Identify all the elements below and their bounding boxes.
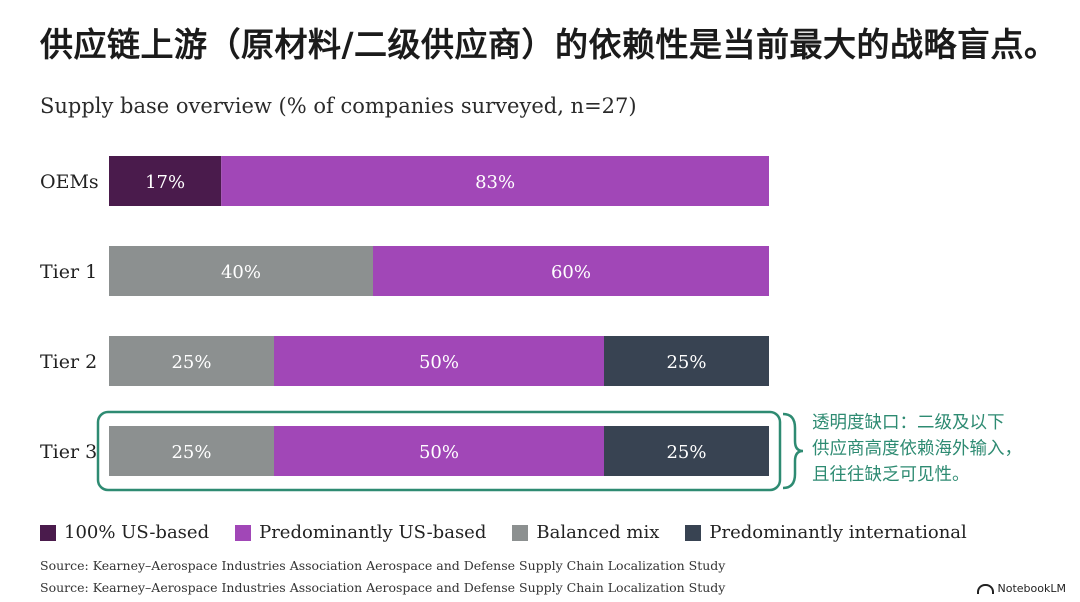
bar-segment xyxy=(221,156,769,206)
bar-segment xyxy=(373,246,769,296)
data-label: 50% xyxy=(419,352,459,373)
source-note: Source: Kearney–Aerospace Industries Ass… xyxy=(40,558,726,573)
legend-swatch xyxy=(512,524,529,541)
bar-segment xyxy=(274,426,604,476)
bar-segment xyxy=(109,336,274,386)
brand-mark: NotebookLM xyxy=(976,582,1066,595)
source-note: Source: Kearney–Aerospace Industries Ass… xyxy=(40,580,726,595)
data-label: 83% xyxy=(475,172,515,193)
callout-line: 透明度缺口：二级及以下 xyxy=(812,413,1005,433)
callout-note: 透明度缺口：二级及以下 供应商高度依赖海外输入， 且往往缺乏可见性。 xyxy=(812,410,1072,488)
legend-item-balanced: Balanced mix xyxy=(512,522,659,543)
data-label: 17% xyxy=(145,172,185,193)
bar-segment xyxy=(109,156,222,206)
bar-segment xyxy=(604,426,769,476)
category-label: Tier 2 xyxy=(40,351,97,373)
legend-swatch xyxy=(235,524,252,541)
data-label: 60% xyxy=(551,262,591,283)
chart-subtitle: Supply base overview (% of companies sur… xyxy=(40,94,637,118)
data-label: 40% xyxy=(221,262,261,283)
notebooklm-icon xyxy=(976,583,994,594)
bar-segment xyxy=(274,336,604,386)
legend-item-us-based: 100% US-based xyxy=(40,522,209,543)
legend-item-predominantly-us: Predominantly US-based xyxy=(235,522,486,543)
page-title: 供应链上游（原材料/二级供应商）的依赖性是当前最大的战略盲点。 xyxy=(40,25,1058,64)
legend-label: Predominantly US-based xyxy=(259,522,487,543)
callout-line: 供应商高度依赖海外输入， xyxy=(812,439,1022,459)
data-label: 25% xyxy=(666,352,706,373)
data-label: 50% xyxy=(419,442,459,463)
legend-swatch xyxy=(685,524,702,541)
data-label: 25% xyxy=(666,442,706,463)
category-label: OEMs xyxy=(40,171,99,193)
brand-label: NotebookLM xyxy=(997,582,1066,595)
legend-label: Balanced mix xyxy=(536,522,660,543)
bar-segment xyxy=(604,336,769,386)
chart-legend: 100% US-based Predominantly US-based Bal… xyxy=(40,522,993,543)
data-label: 25% xyxy=(171,442,211,463)
legend-label: Predominantly international xyxy=(709,522,967,543)
bar-segment xyxy=(109,246,373,296)
category-label: Tier 3 xyxy=(40,441,97,463)
callout-line: 且往往缺乏可见性。 xyxy=(812,465,970,485)
legend-item-international: Predominantly international xyxy=(685,522,967,543)
bar-segment xyxy=(109,426,274,476)
legend-label: 100% US-based xyxy=(64,522,210,543)
data-label: 25% xyxy=(171,352,211,373)
legend-swatch xyxy=(40,524,56,541)
tier3-highlight-box xyxy=(96,410,782,492)
category-label: Tier 1 xyxy=(40,261,97,283)
callout-brace xyxy=(782,412,804,490)
